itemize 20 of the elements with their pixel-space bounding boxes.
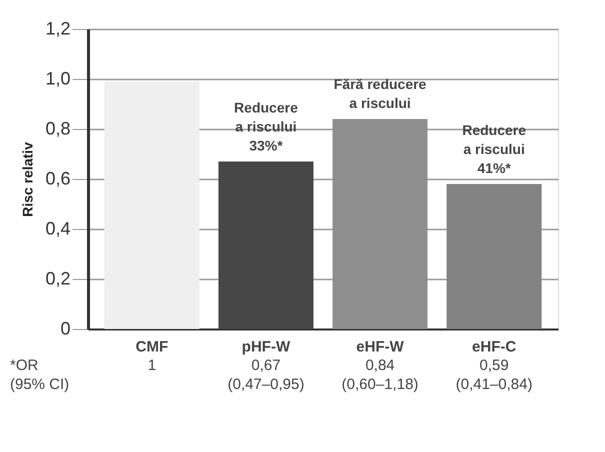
text: 0,59 (0,41–0,84)	[456, 357, 532, 393]
x-tick-label: pHF-W	[242, 338, 291, 356]
text: *OR (95% CI)	[10, 357, 70, 393]
annotation: Fără reducere a riscului	[334, 76, 427, 111]
y-tick-label: 0,4	[45, 218, 70, 238]
y-tick-label: 0,8	[45, 118, 70, 138]
y-axis-title: Risc relativ	[19, 142, 36, 217]
y-tick-label: 0,6	[45, 168, 70, 188]
y-tick-label: 1,0	[45, 68, 70, 88]
x-tick-label: eHF-W	[356, 338, 405, 356]
x-tick-label: CMF	[136, 338, 168, 356]
annotation: Reducere a riscului 41%*	[462, 122, 526, 176]
text: 0,84 (0,60–1,18)	[342, 357, 418, 393]
annotation: Reducere a riscului 33%*	[234, 100, 298, 154]
y-tick-label: 1,2	[45, 18, 70, 38]
y-tick-label: 0	[60, 318, 70, 338]
text: 0,67 (0,47–0,95)	[228, 357, 304, 393]
y-tick-label: 0,2	[45, 268, 70, 288]
text: 1	[148, 357, 156, 374]
x-tick-label: eHF-C	[472, 338, 516, 356]
